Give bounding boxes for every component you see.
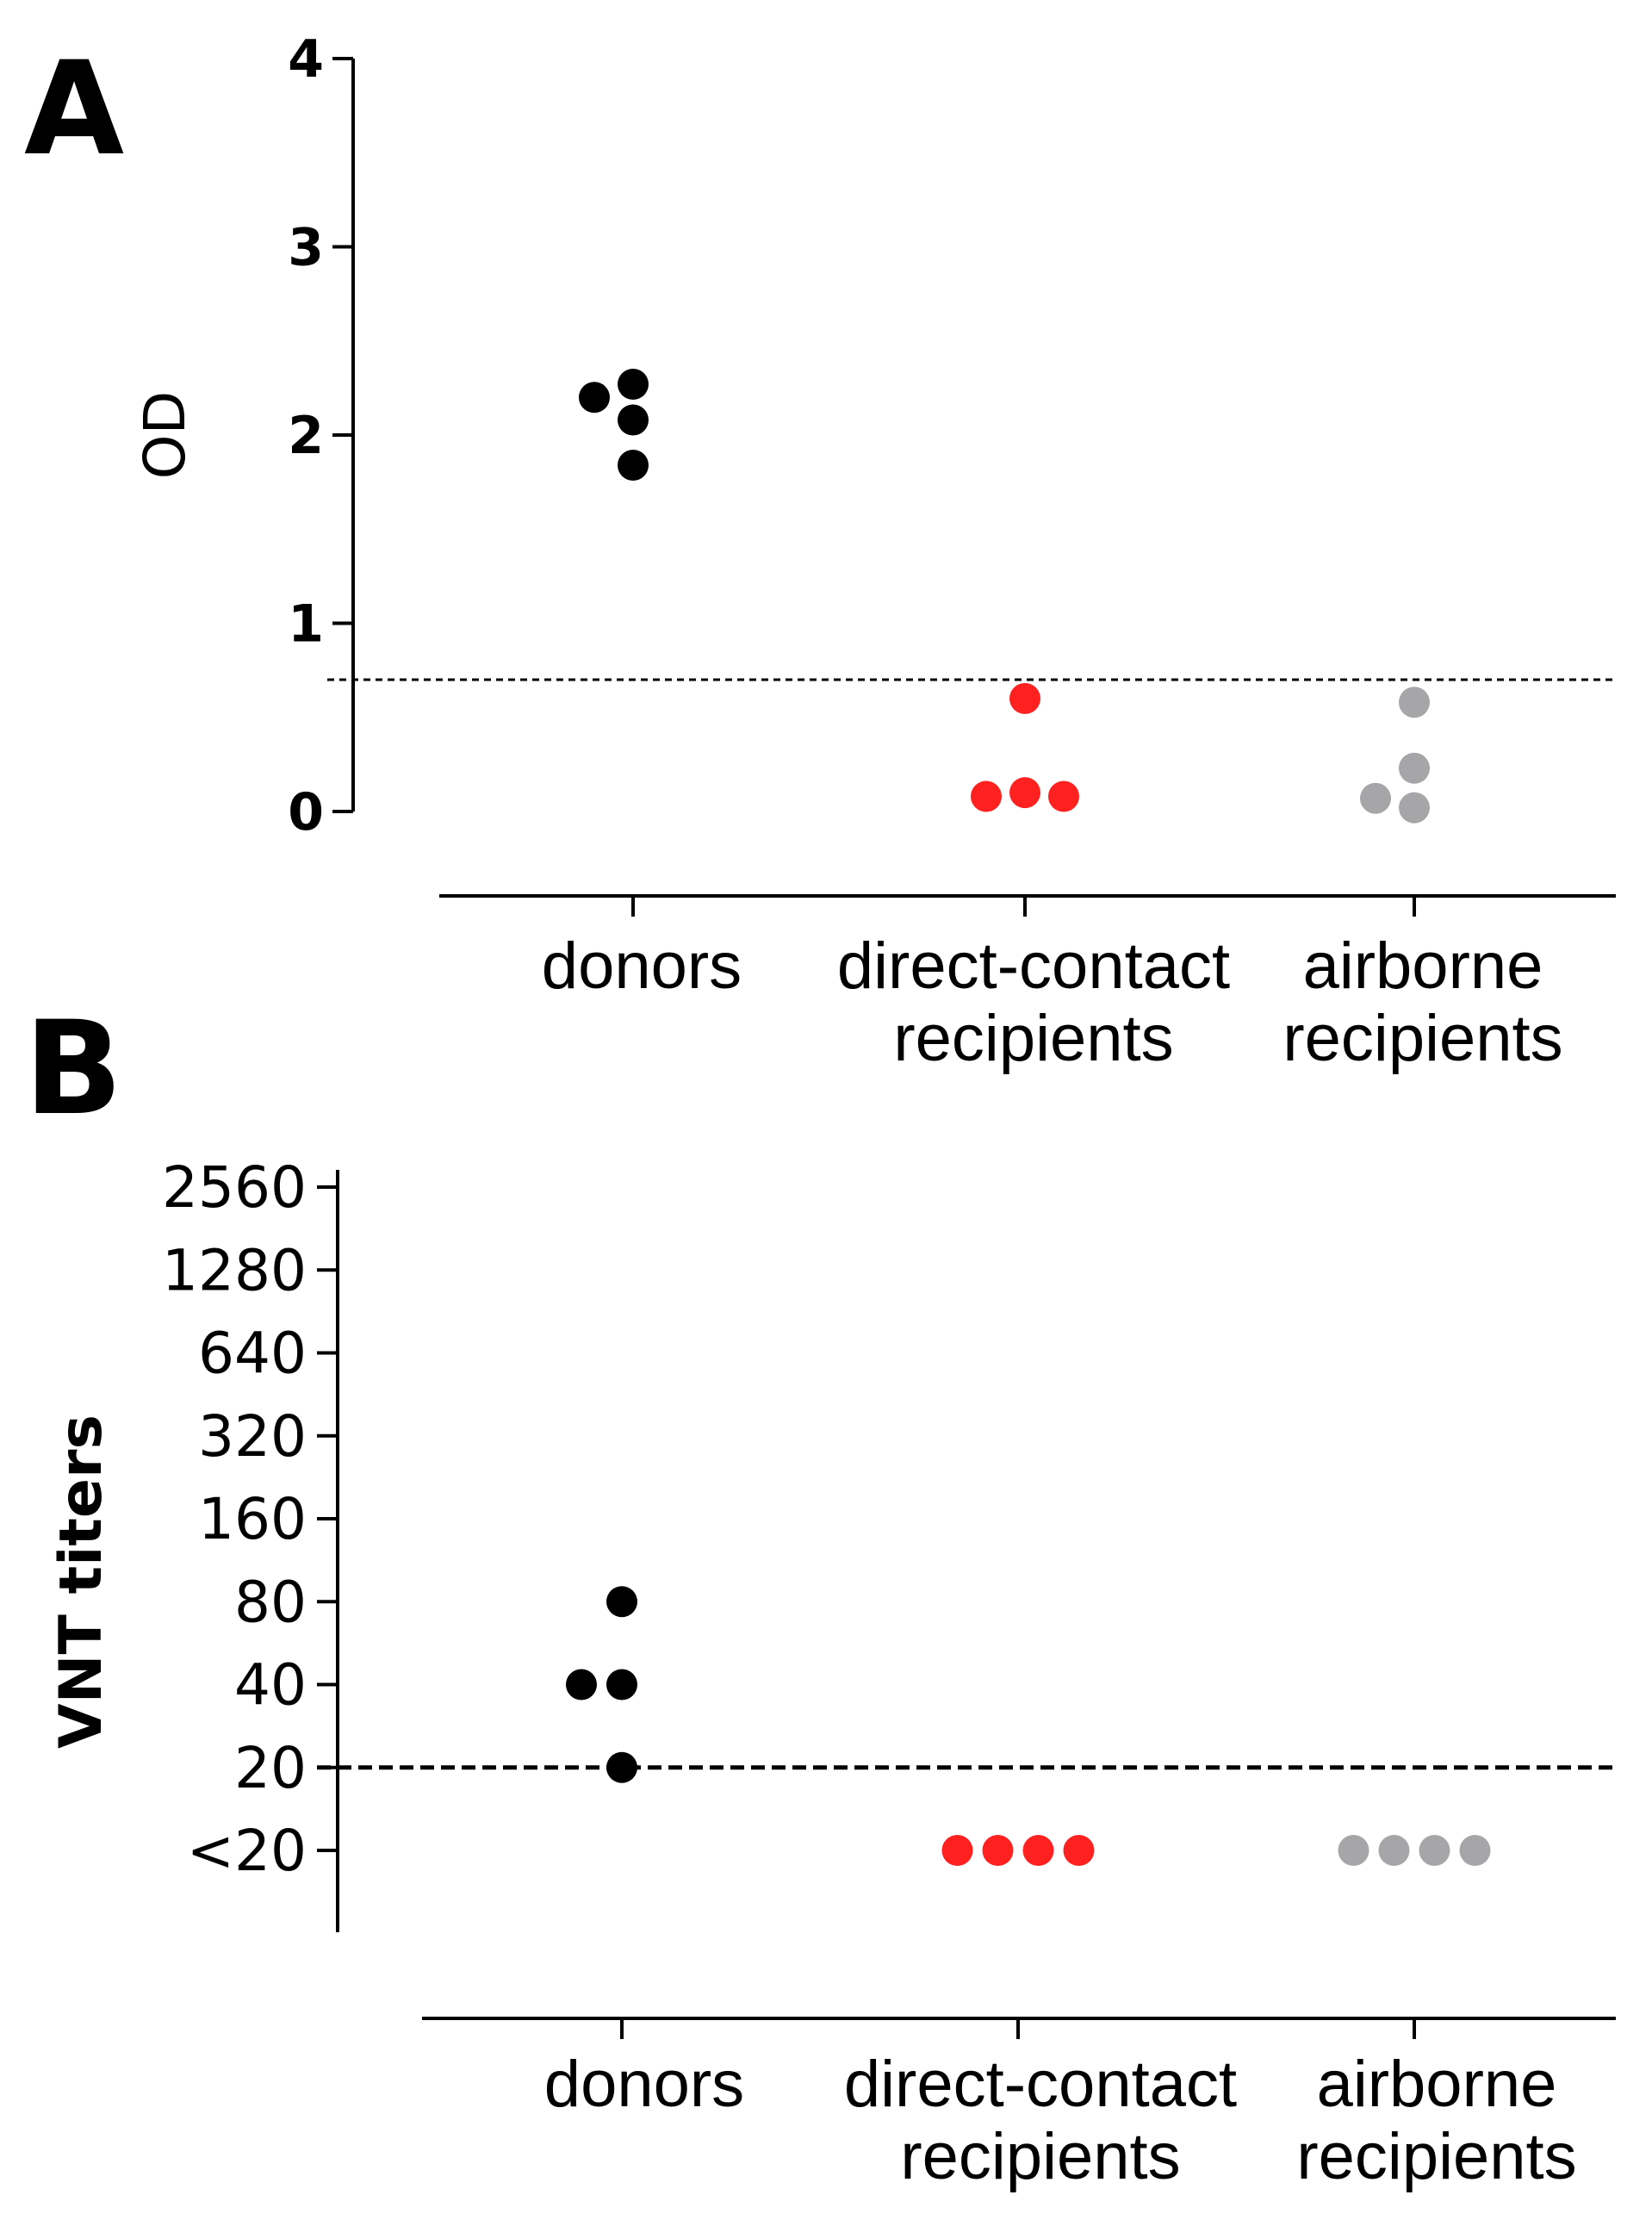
x-category-label-a-direct-contact: direct-contact <box>837 930 1230 1003</box>
y-tick-label-b-20: <20 <box>187 1818 307 1884</box>
y-axis-label-b: VNT titers <box>47 1415 115 1749</box>
y-tick-label-b-160: 160 <box>198 1486 307 1552</box>
y-tick-label-0: 0 <box>288 782 324 843</box>
data-point-a-airborne-recipients-2 <box>1399 793 1430 824</box>
panel-letter-b: B <box>24 994 122 1144</box>
y-tick-label-b-40: 40 <box>234 1652 307 1719</box>
data-point-a-airborne-recipients-3 <box>1360 783 1391 814</box>
data-point-b-direct-contact-recipients-1 <box>983 1835 1014 1866</box>
panel-b-chart: <20 20 40 80 160 320 640 1280 2560 VNT titers dono… <box>47 1154 1619 2193</box>
data-point-b-airborne-recipients-2 <box>1419 1835 1450 1866</box>
y-tick-label-4: 4 <box>288 29 324 90</box>
data-point-a-direct-contact-recipients-2 <box>971 781 1002 812</box>
y-tick-label-3: 3 <box>288 218 324 278</box>
y-tick-label-2: 2 <box>288 406 324 466</box>
y-tick-label-b-20: 20 <box>234 1735 307 1801</box>
figure: A B 01234ODdonors direct-contactrecipient… <box>0 0 1652 2226</box>
data-point-a-donors-0 <box>579 382 610 413</box>
data-point-a-donors-2 <box>618 405 649 436</box>
data-point-b-donors-3 <box>606 1752 637 1783</box>
data-point-b-direct-contact-recipients-0 <box>942 1835 973 1866</box>
data-point-a-airborne-recipients-0 <box>1399 687 1430 718</box>
y-tick-label-b-1280: 1280 <box>162 1237 307 1303</box>
data-point-b-airborne-recipients-1 <box>1379 1835 1410 1866</box>
data-point-b-airborne-recipients-3 <box>1460 1835 1491 1866</box>
x-category-label-a-donors: donors <box>542 930 742 1003</box>
data-point-a-direct-contact-recipients-0 <box>1009 683 1040 714</box>
x-category-label-b-airborne: airborne <box>1317 2048 1557 2121</box>
data-point-a-airborne-recipients-1 <box>1399 753 1430 784</box>
panel-letter-a: A <box>24 34 124 184</box>
data-point-a-direct-contact-recipients-1 <box>1009 777 1040 808</box>
data-point-a-donors-3 <box>618 450 649 481</box>
y-tick-label-b-320: 320 <box>198 1403 307 1470</box>
y-tick-label-b-2560: 2560 <box>162 1154 307 1221</box>
x-category-label-a-recipients: recipients <box>1282 1002 1562 1075</box>
data-point-b-donors-1 <box>566 1670 597 1701</box>
x-category-label-a-airborne: airborne <box>1303 930 1543 1003</box>
data-point-b-direct-contact-recipients-2 <box>1023 1835 1054 1866</box>
data-point-b-donors-2 <box>606 1670 637 1701</box>
y-tick-label-1: 1 <box>288 594 324 655</box>
y-tick-label-b-640: 640 <box>198 1321 307 1387</box>
x-category-label-a-recipients: recipients <box>893 1002 1173 1075</box>
data-point-b-airborne-recipients-0 <box>1338 1835 1369 1866</box>
data-point-a-direct-contact-recipients-3 <box>1048 781 1079 812</box>
data-point-b-donors-0 <box>606 1586 637 1617</box>
x-category-label-b-recipients: recipients <box>900 2120 1180 2193</box>
x-category-label-b-recipients: recipients <box>1296 2120 1576 2193</box>
x-category-label-b-direct-contact: direct-contact <box>844 2048 1237 2121</box>
y-axis-label-a: OD <box>132 391 198 480</box>
data-point-b-direct-contact-recipients-3 <box>1064 1835 1095 1866</box>
x-category-label-b-donors: donors <box>544 2048 744 2121</box>
data-point-a-donors-1 <box>618 369 649 400</box>
y-tick-label-b-80: 80 <box>234 1569 307 1635</box>
